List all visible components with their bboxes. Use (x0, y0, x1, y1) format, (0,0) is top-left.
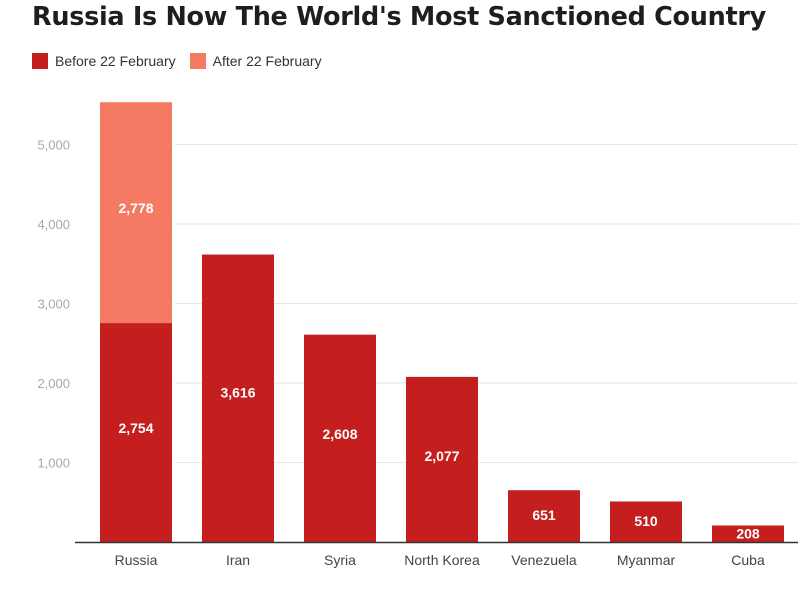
data-label: 510 (634, 513, 658, 529)
y-tick-label: 1,000 (37, 456, 70, 471)
legend-swatch-after (189, 53, 206, 69)
data-label: 2,608 (322, 426, 357, 442)
y-tick-label: 5,000 (37, 138, 70, 153)
x-tick-label: Russia (115, 552, 158, 568)
data-label: 2,778 (118, 200, 153, 216)
bar (406, 376, 478, 542)
data-label: 651 (532, 507, 556, 523)
legend-swatch-before (32, 53, 48, 69)
legend-label-after: After 22 February (212, 53, 322, 69)
data-label: 2,077 (424, 448, 459, 464)
bar (508, 490, 580, 542)
data-label: 208 (736, 526, 760, 542)
bar (610, 501, 682, 542)
x-tick-label: North Korea (404, 552, 480, 568)
legend-item-after: After 22 February (189, 53, 322, 69)
y-tick-label: 2,000 (37, 376, 70, 391)
chart-legend: Before 22 February After 22 February (32, 53, 336, 69)
bar (202, 254, 274, 542)
bar (100, 102, 172, 324)
legend-label-before: Before 22 February (55, 53, 176, 69)
y-tick-label: 4,000 (37, 217, 70, 232)
legend-item-before: Before 22 February (32, 53, 176, 69)
chart-title: Russia Is Now The World's Most Sanctione… (32, 2, 766, 32)
x-tick-label: Syria (324, 552, 356, 568)
y-tick-label: 3,000 (37, 297, 70, 312)
bar (304, 334, 376, 542)
bar (712, 525, 784, 542)
x-tick-label: Cuba (731, 552, 765, 568)
x-tick-label: Venezuela (511, 552, 577, 568)
data-label: 3,616 (220, 385, 255, 401)
x-tick-label: Iran (226, 552, 250, 568)
bar (100, 323, 172, 542)
x-tick-label: Myanmar (617, 552, 676, 568)
data-label: 2,754 (118, 420, 153, 436)
